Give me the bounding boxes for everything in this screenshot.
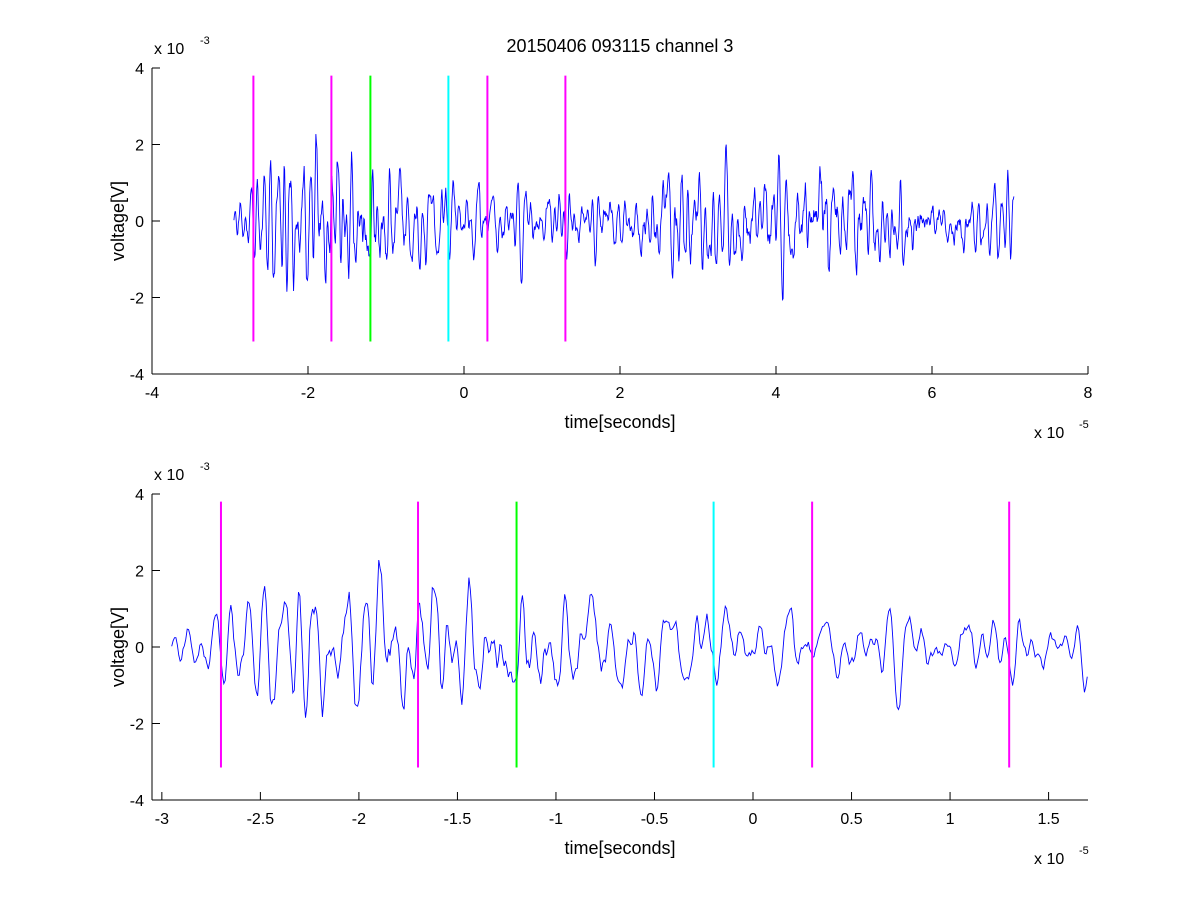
x-tick-label: 0.5 — [840, 811, 862, 828]
x-tick-label: 1.5 — [1037, 811, 1059, 828]
x-tick-label: 4 — [772, 385, 781, 402]
x-axis-label: time[seconds] — [564, 412, 675, 432]
y-tick-label: -2 — [130, 717, 144, 734]
x-tick-label: 1 — [946, 811, 955, 828]
y-tick-label: -4 — [130, 367, 144, 384]
voltage-trace — [171, 560, 1088, 718]
x-axis-label: time[seconds] — [564, 838, 675, 858]
y-exponent-label: x 10 — [154, 41, 184, 58]
y-tick-label: 2 — [135, 138, 144, 155]
y-exponent-label: x 10 — [154, 467, 184, 484]
x-tick-label: 8 — [1084, 385, 1093, 402]
x-exponent-sup: -5 — [1079, 419, 1089, 431]
x-exponent-sup: -5 — [1079, 845, 1089, 857]
top-plot: -4 -2 0 2 4 -4 -2 0 2 4 6 8 x 10 -3 x 10 -5 time[seconds… — [108, 35, 1093, 442]
x-tick-label: -1 — [549, 811, 563, 828]
y-tick-label: 4 — [135, 61, 144, 78]
y-tick-label: -2 — [130, 291, 144, 308]
bottom-plot: -4 -2 0 2 4 -3 -2.5 -2 -1.5 -1 -0.5 0 0.5 1 1.5 x 10 -3 x… — [108, 461, 1089, 868]
y-axis-label: voltage[V] — [108, 181, 128, 261]
y-tick-label: 4 — [135, 487, 144, 504]
x-exponent-label: x 10 — [1034, 851, 1064, 868]
x-tick-label: -1.5 — [444, 811, 472, 828]
x-tick-label: -2 — [301, 385, 315, 402]
y-tick-label: 0 — [135, 214, 144, 231]
x-tick-label: -0.5 — [641, 811, 669, 828]
voltage-trace — [233, 134, 1015, 302]
x-tick-label: 6 — [928, 385, 937, 402]
x-tick-label: -2 — [352, 811, 366, 828]
y-exponent-sup: -3 — [200, 35, 210, 47]
x-tick-label: -2.5 — [247, 811, 275, 828]
x-exponent-label: x 10 — [1034, 425, 1064, 442]
x-tick-label: 0 — [749, 811, 758, 828]
x-tick-label: 0 — [460, 385, 469, 402]
y-tick-label: 2 — [135, 564, 144, 581]
y-exponent-sup: -3 — [200, 461, 210, 473]
y-tick-label: -4 — [130, 793, 144, 810]
x-tick-label: 2 — [616, 385, 625, 402]
y-tick-label: 0 — [135, 640, 144, 657]
x-tick-label: -4 — [145, 385, 159, 402]
x-tick-label: -3 — [155, 811, 169, 828]
y-axis-label: voltage[V] — [108, 607, 128, 687]
chart-title: 20150406 093115 channel 3 — [507, 36, 734, 56]
